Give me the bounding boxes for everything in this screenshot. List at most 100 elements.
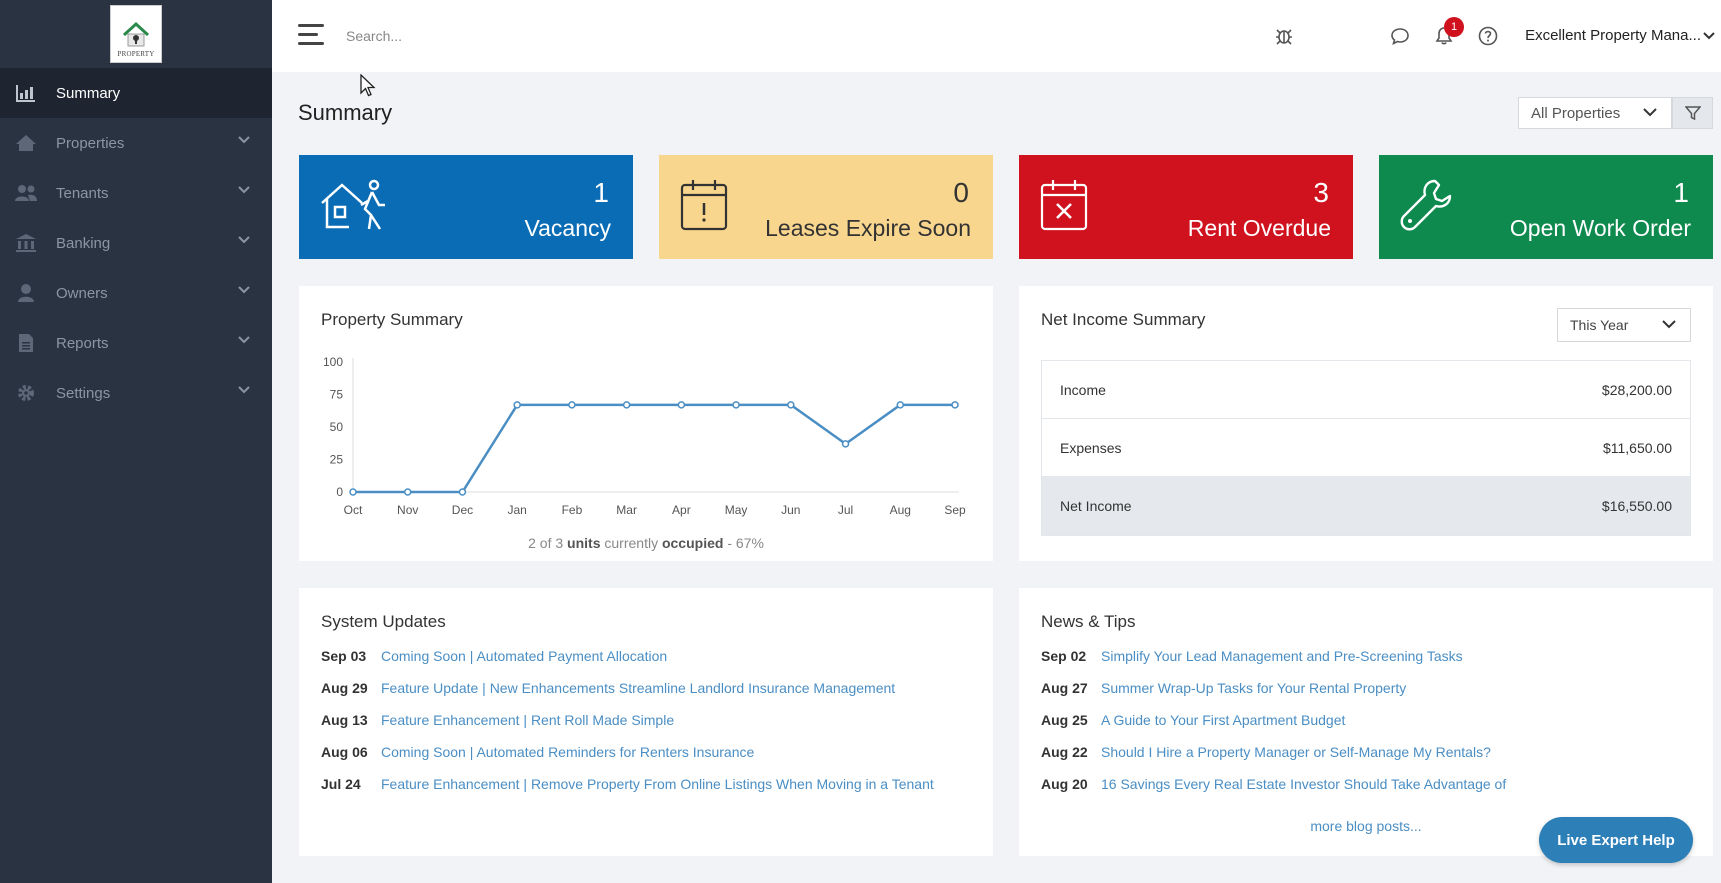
rent-overdue-count: 3 <box>1313 177 1329 208</box>
news-link[interactable]: Simplify Your Lead Management and Pre-Sc… <box>1101 648 1463 664</box>
account-name: Excellent Property Mana... <box>1525 27 1701 44</box>
chevron-down-icon <box>238 336 250 344</box>
net-income-card: Net Income Summary This Year Income $28,… <box>1019 286 1713 561</box>
property-summary-card: Property Summary 0 25 50 75 100 Oct Nov Dec Jan F… <box>299 286 993 561</box>
chevron-down-icon <box>238 386 250 394</box>
income-label: Income <box>1060 381 1106 398</box>
chevron-down-icon <box>1662 320 1676 329</box>
period-value: This Year <box>1570 317 1629 333</box>
sidebar-item-owners[interactable]: Owners <box>0 268 272 318</box>
data-point <box>513 401 521 409</box>
account-menu[interactable]: Excellent Property Mana... <box>1525 27 1715 44</box>
sidebar-item-reports[interactable]: Reports <box>0 318 272 368</box>
chevron-down-icon <box>1703 31 1715 39</box>
x-tick-label: Aug <box>890 503 911 517</box>
update-date: Aug 29 <box>321 680 368 696</box>
news-date: Aug 20 <box>1041 776 1088 792</box>
sidebar: PROPERTY Summary Properties Tenants Bank… <box>0 0 272 883</box>
search-input[interactable] <box>346 24 646 48</box>
filter-button[interactable] <box>1672 97 1713 129</box>
x-tick-label: Jan <box>508 503 527 517</box>
list-item: Sep 02 Simplify Your Lead Management and… <box>1041 646 1691 666</box>
logo-text: PROPERTY <box>117 50 155 58</box>
sidebar-item-label: Settings <box>56 384 111 402</box>
update-link[interactable]: Coming Soon | Automated Payment Allocati… <box>381 648 668 664</box>
data-point <box>568 401 576 409</box>
list-item: Aug 06 Coming Soon | Automated Reminders… <box>321 742 971 762</box>
chevron-down-icon <box>238 186 250 194</box>
x-tick-label: Mar <box>616 503 637 517</box>
y-tick-label: 75 <box>330 388 344 402</box>
news-link[interactable]: A Guide to Your First Apartment Budget <box>1101 712 1346 728</box>
expenses-value: $11,650.00 <box>1602 439 1672 456</box>
sidebar-item-properties[interactable]: Properties <box>0 118 272 168</box>
calendar-alert-icon <box>680 180 728 231</box>
rent-overdue-label: Rent Overdue <box>1187 215 1331 241</box>
update-date: Sep 03 <box>321 648 367 664</box>
data-point <box>787 401 795 409</box>
menu-toggle-icon[interactable] <box>298 24 324 46</box>
gear-icon <box>14 383 38 403</box>
net-income-value: $16,550.00 <box>1601 498 1672 514</box>
news-link[interactable]: 16 Savings Every Real Estate Investor Sh… <box>1101 776 1507 792</box>
update-link[interactable]: Feature Update | New Enhancements Stream… <box>381 680 896 696</box>
work-order-count: 1 <box>1673 177 1689 208</box>
update-link[interactable]: Feature Enhancement | Rent Roll Made Sim… <box>381 712 675 728</box>
calendar-x-icon <box>1040 180 1088 231</box>
sidebar-item-label: Banking <box>56 234 111 252</box>
table-row: Income $28,200.00 <box>1042 361 1690 419</box>
list-item: Aug 27 Summer Wrap-Up Tasks for Your Ren… <box>1041 678 1691 698</box>
list-item: Jul 24 Feature Enhancement | Remove Prop… <box>321 774 941 794</box>
chat-icon[interactable] <box>1388 24 1412 48</box>
data-point <box>403 488 412 496</box>
help-icon[interactable] <box>1476 24 1500 48</box>
rent-overdue-card[interactable]: 3 Rent Overdue <box>1019 155 1353 259</box>
home-icon <box>14 133 38 153</box>
sidebar-item-label: Reports <box>56 334 109 352</box>
document-icon <box>14 333 38 353</box>
chevron-down-icon <box>1643 108 1657 117</box>
period-select[interactable]: This Year <box>1557 308 1691 342</box>
data-point <box>896 401 905 409</box>
data-point <box>732 401 740 409</box>
system-updates-card: System Updates Sep 03 Coming Soon | Auto… <box>299 588 993 856</box>
series-line <box>353 403 955 494</box>
net-income-label: Net Income <box>1060 498 1132 514</box>
news-link[interactable]: Should I Hire a Property Manager or Self… <box>1101 744 1491 760</box>
company-logo[interactable]: PROPERTY <box>110 5 162 63</box>
x-tick-label: Oct <box>344 503 363 517</box>
update-link[interactable]: Coming Soon | Automated Reminders for Re… <box>381 744 755 760</box>
y-tick-label: 50 <box>330 420 344 434</box>
notification-badge: 1 <box>1444 17 1464 37</box>
x-tick-label: Nov <box>397 503 418 517</box>
live-expert-help-button[interactable]: Live Expert Help <box>1539 817 1693 863</box>
leases-expire-card[interactable]: 0 Leases Expire Soon <box>659 155 993 259</box>
update-date: Aug 13 <box>321 712 368 728</box>
sidebar-item-summary[interactable]: Summary <box>0 68 272 118</box>
news-list: Sep 02 Simplify Your Lead Management and… <box>1041 646 1691 806</box>
data-point <box>349 488 357 496</box>
sidebar-item-banking[interactable]: Banking <box>0 218 272 268</box>
update-date: Jul 24 <box>321 776 361 792</box>
vacancy-label: Vacancy <box>524 215 611 241</box>
property-filter-value: All Properties <box>1531 104 1621 122</box>
news-date: Aug 27 <box>1041 680 1088 696</box>
update-link[interactable]: Feature Enhancement | Remove Property Fr… <box>381 776 934 792</box>
notifications-bell-icon[interactable]: 1 <box>1432 17 1464 48</box>
news-date: Sep 02 <box>1041 648 1087 664</box>
sidebar-item-settings[interactable]: Settings <box>0 368 272 418</box>
work-order-card[interactable]: 1 Open Work Order <box>1379 155 1713 259</box>
list-item: Aug 29 Feature Update | New Enhancements… <box>321 678 971 698</box>
list-item: Aug 25 A Guide to Your First Apartment B… <box>1041 710 1691 730</box>
property-filter-select[interactable]: All Properties <box>1518 97 1672 129</box>
bug-icon[interactable] <box>1272 24 1296 48</box>
list-item: Aug 22 Should I Hire a Property Manager … <box>1041 742 1691 762</box>
news-tips-card: News & Tips Sep 02 Simplify Your Lead Ma… <box>1019 588 1713 856</box>
more-blog-posts-link[interactable]: more blog posts... <box>1310 818 1422 834</box>
sidebar-item-label: Summary <box>56 84 121 102</box>
news-link[interactable]: Summer Wrap-Up Tasks for Your Rental Pro… <box>1101 680 1407 696</box>
y-tick-label: 0 <box>336 485 343 499</box>
vacancy-card[interactable]: 1 Vacancy <box>299 155 633 259</box>
sidebar-item-tenants[interactable]: Tenants <box>0 168 272 218</box>
top-bar: 1 Excellent Property Mana... <box>272 0 1721 72</box>
